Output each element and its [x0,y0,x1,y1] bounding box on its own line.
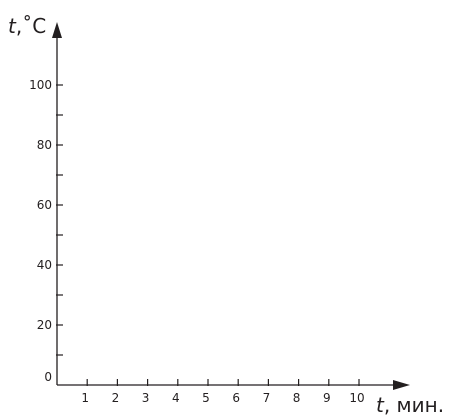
x-axis-arrow [393,380,410,390]
y-tick-label: 20 [37,318,52,332]
x-tick-label: 8 [293,391,301,405]
x-tick-label: 1 [81,391,89,405]
x-axis-label: t, мин. [376,393,444,416]
x-tick-label: 10 [349,391,364,405]
y-tick-label: 80 [37,138,52,152]
x-tick-label: 5 [202,391,210,405]
x-tick-label: 3 [142,391,150,405]
y-axis-label: t,˚C [8,14,46,38]
x-ticks: 1 2 3 4 5 6 7 8 9 10 [81,379,365,405]
y-tick-label: 60 [37,198,52,212]
y-tick-label: 40 [37,258,52,272]
y-axis-label-unit: ,˚C [16,14,46,38]
x-axis-label-unit: , мин. [384,393,444,416]
x-axis-label-var: t [376,393,385,416]
x-tick-label: 7 [263,391,271,405]
y-ticks: 0 20 40 60 80 100 [29,78,63,384]
x-tick-label: 9 [323,391,331,405]
y-axis-label-var: t [8,14,17,38]
x-tick-label: 4 [172,391,180,405]
x-tick-label: 6 [232,391,240,405]
y-tick-label: 100 [29,78,52,92]
y-tick-label: 0 [44,370,52,384]
y-axis-arrow [52,22,62,38]
x-tick-label: 2 [112,391,120,405]
